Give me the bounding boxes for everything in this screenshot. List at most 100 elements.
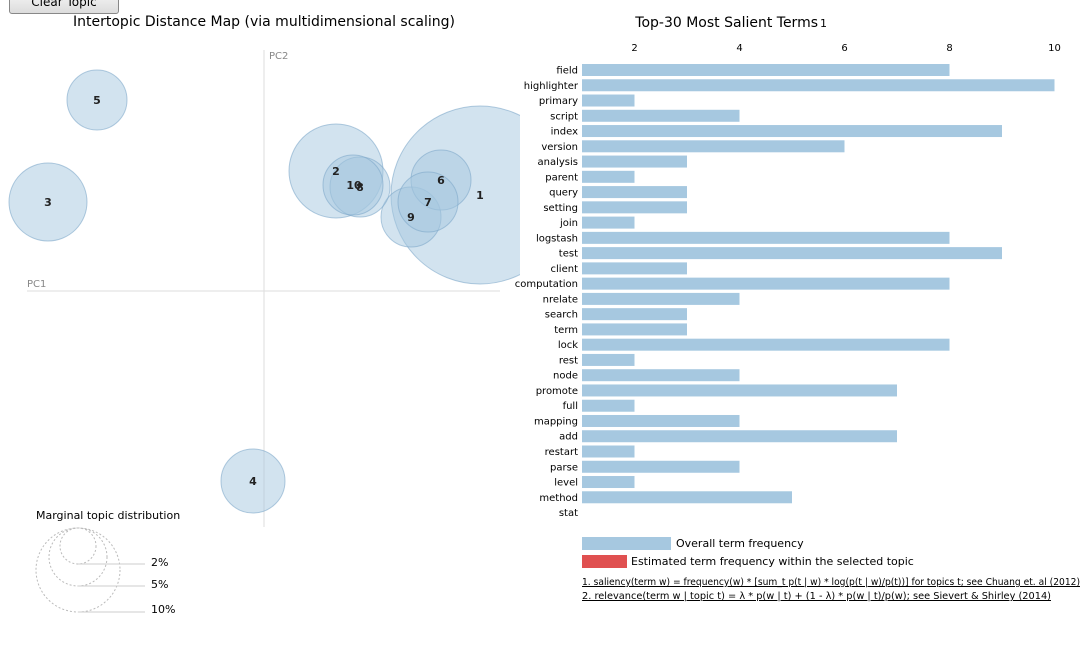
term-label-rest[interactable]: rest [559,355,578,366]
map-title: Intertopic Distance Map (via multidimens… [73,14,455,30]
topic-bubble-5[interactable] [66,69,128,131]
pc2-label: PC2 [269,51,288,62]
term-bar-primary [582,94,635,107]
term-bar-join [582,216,635,229]
legend-swatch-selected [582,555,627,568]
topic-label-5: 5 [93,94,101,107]
term-label-logstash[interactable]: logstash [536,233,578,244]
topic-label-4: 4 [249,475,257,488]
chart-legend: Overall term frequency Estimated term fr… [582,537,914,568]
topic-label-2: 2 [332,165,340,178]
topic-label-6: 6 [437,174,445,187]
term-bar-test [582,247,1002,260]
term-bar-term [582,323,687,336]
term-bar-node [582,369,740,382]
legend-selected-label: Estimated term frequency within the sele… [631,555,914,568]
term-bar-add [582,430,897,443]
topic-bubble-3[interactable] [8,162,88,242]
x-tick-4: 4 [736,43,742,54]
term-bar-mapping [582,414,740,427]
topic-label-9: 9 [407,211,415,224]
term-label-mapping[interactable]: mapping [534,416,578,427]
x-tick-10: 10 [1048,43,1061,54]
term-label-setting[interactable]: setting [543,203,578,214]
x-tick-8: 8 [946,43,952,54]
term-label-analysis[interactable]: analysis [538,157,579,168]
clear-topic-button[interactable]: Clear Topic [9,0,119,14]
term-bar-restart [582,445,635,458]
term-label-parse[interactable]: parse [550,462,578,473]
topic-label-1: 1 [476,189,484,202]
term-label-parent[interactable]: parent [545,172,578,183]
intertopic-distance-map: Intertopic Distance Map (via multidimens… [8,14,520,616]
legend-circle-2 [59,527,97,565]
legend-circle-5 [48,527,108,587]
term-label-index[interactable]: index [551,127,578,138]
term-bar-client [582,262,687,275]
footnote-relevance: 2. relevance(term w | topic t) = λ * p(w… [582,591,1051,602]
term-bar-level [582,476,635,489]
term-bar-index [582,125,1002,138]
term-bar-search [582,308,687,321]
term-label-node[interactable]: node [553,371,578,382]
term-bar-version [582,140,845,153]
marginal-legend: 2% 5% 10% [35,527,175,616]
term-label-stat[interactable]: stat [559,508,578,519]
term-bar-lock [582,338,950,351]
topic-label-8: 8 [356,181,364,194]
term-bar-parent [582,170,635,183]
term-label-join[interactable]: join [559,218,578,229]
chart-title-superscript: 1 [820,17,827,30]
topic-bubble-10[interactable] [322,154,384,216]
topic-label-3: 3 [44,196,52,209]
bars: field highlighter primary script index versio… [515,64,1055,519]
topic-bubble-7[interactable] [397,171,459,233]
term-label-field[interactable]: field [556,66,578,77]
term-label-test[interactable]: test [559,249,578,260]
legend-label-10: 10% [151,603,175,616]
topic-label-10: 10 [346,179,362,192]
term-label-restart[interactable]: restart [545,447,578,458]
term-label-nrelate[interactable]: nrelate [543,294,578,305]
pc1-label: PC1 [27,279,46,290]
term-bar-query [582,186,687,199]
legend-label-2: 2% [151,556,168,569]
term-bar-logstash [582,231,950,244]
term-label-lock[interactable]: lock [558,340,578,351]
term-label-computation[interactable]: computation [515,279,578,290]
term-label-query[interactable]: query [549,188,578,199]
term-bar-nrelate [582,292,740,305]
x-tick-6: 6 [841,43,847,54]
topic-bubble-4[interactable] [220,448,286,514]
term-label-add[interactable]: add [559,432,578,443]
topic-bubbles: 1 2 3 4 5 67 8 9 10 [8,69,520,514]
term-label-term[interactable]: term [554,325,578,336]
x-tick-2: 2 [631,43,637,54]
term-label-level[interactable]: level [554,478,578,489]
topic-label-7: 7 [424,196,432,209]
term-label-client[interactable]: client [551,264,579,275]
term-bar-method [582,491,792,504]
term-label-highlighter[interactable]: highlighter [524,81,579,92]
legend-circle-10 [35,527,121,613]
legend-overall-label: Overall term frequency [676,537,804,550]
term-label-full[interactable]: full [563,401,578,412]
term-label-version[interactable]: version [541,142,578,153]
term-label-primary[interactable]: primary [539,96,578,107]
term-bar-script [582,109,740,122]
term-label-promote[interactable]: promote [536,386,578,397]
legend-swatch-overall [582,537,671,550]
term-label-script[interactable]: script [550,111,578,122]
term-bar-setting [582,201,687,214]
term-bar-full [582,399,635,412]
legend-label-5: 5% [151,578,168,591]
x-ticks: 2 4 6 8 10 [631,43,1061,54]
term-bar-field [582,64,950,76]
term-bar-computation [582,277,950,290]
term-label-method[interactable]: method [539,493,578,504]
term-label-search[interactable]: search [545,310,578,321]
term-bar-promote [582,384,897,397]
term-bar-analysis [582,155,687,168]
term-bar-rest [582,353,635,366]
chart-title: Top-30 Most Salient Terms [634,15,818,31]
